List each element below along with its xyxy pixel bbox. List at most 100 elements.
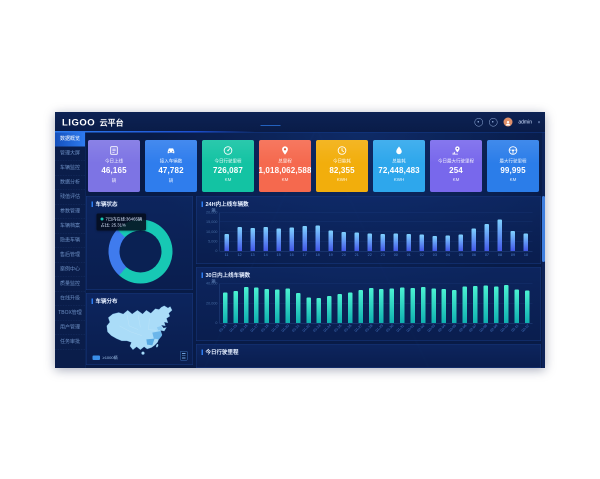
chevron-down-icon[interactable]: ▾ [537, 119, 540, 125]
bar[interactable] [380, 233, 386, 251]
bar[interactable] [368, 287, 374, 323]
province-patch [156, 325, 163, 331]
stat-card[interactable]: 最大行驶里程 99,995 KM [487, 140, 539, 192]
panel-title: 30日内上线车辆数 [201, 271, 250, 279]
bar[interactable] [525, 290, 530, 323]
stat-card[interactable]: 总能耗 72,448,483 KWH [373, 140, 425, 192]
bar[interactable] [306, 297, 311, 323]
bar[interactable] [493, 286, 499, 323]
province-patch [152, 331, 163, 340]
bar[interactable] [254, 287, 259, 323]
stat-card-unit: 辆 [168, 178, 174, 183]
bar[interactable] [510, 231, 516, 251]
sidebar-item[interactable]: 车辆档案 [55, 219, 85, 234]
bar[interactable] [458, 234, 464, 251]
bar[interactable] [263, 227, 268, 251]
bar[interactable] [250, 227, 255, 251]
map-control-icon[interactable] [180, 351, 188, 361]
sidebar-item[interactable]: 案例中心 [55, 263, 85, 277]
bar[interactable] [432, 236, 438, 251]
y-axis-tick-label: 10,000 [206, 229, 218, 234]
stat-card[interactable]: 今日最大行驶里程 254 KM [430, 140, 482, 192]
bar[interactable] [327, 295, 332, 323]
bar[interactable] [431, 288, 436, 323]
settings-icon[interactable] [488, 117, 498, 127]
china-map[interactable] [91, 304, 190, 360]
stat-card[interactable]: 今日上线 46,165 辆 [88, 140, 140, 192]
bar[interactable] [315, 225, 320, 251]
bar[interactable] [289, 227, 294, 251]
bar[interactable] [472, 285, 478, 323]
sidebar-item[interactable]: TBOX管理 [55, 306, 85, 321]
bar[interactable] [316, 297, 322, 323]
bar[interactable] [276, 228, 281, 251]
sidebar-item[interactable]: 残值评估 [55, 190, 85, 205]
bar[interactable] [393, 233, 399, 251]
stat-card[interactable]: 接入车辆数 47,782 辆 [145, 140, 197, 192]
stat-card-unit: 辆 [111, 178, 117, 183]
bar[interactable] [358, 289, 363, 323]
bar[interactable] [471, 228, 477, 251]
stat-card[interactable]: 今日能耗 82,355 KWH [316, 140, 368, 192]
sidebar-item[interactable]: 数据概览 [55, 132, 85, 147]
bar[interactable] [275, 289, 280, 323]
bar[interactable] [233, 290, 238, 323]
bar[interactable] [514, 289, 520, 323]
bar[interactable] [224, 234, 229, 251]
sidebar-item[interactable]: 用户管理 [55, 321, 85, 335]
bar[interactable] [484, 224, 490, 251]
panel-today-mileage: 今日行驶里程 [196, 344, 541, 368]
bar[interactable] [400, 287, 405, 323]
sidebar-item[interactable]: 任务审批 [55, 335, 85, 350]
bar[interactable] [389, 288, 395, 323]
bar[interactable] [441, 288, 447, 323]
scrollbar-thumb[interactable] [542, 196, 545, 262]
bar[interactable] [504, 284, 509, 323]
bar[interactable] [483, 285, 488, 323]
bar[interactable] [410, 287, 415, 323]
bar[interactable] [462, 286, 468, 323]
bar[interactable] [328, 230, 333, 251]
bar[interactable] [337, 293, 343, 323]
sidebar-item[interactable]: 数据分析 [55, 176, 85, 190]
sidebar-item[interactable]: 售后管理 [55, 248, 85, 263]
bar[interactable] [420, 286, 426, 323]
bar[interactable] [302, 225, 307, 251]
sidebar-item[interactable]: 车辆监控 [55, 161, 85, 176]
bar[interactable] [237, 226, 242, 251]
stat-card[interactable]: 今日行驶里程 726,087 KM [202, 140, 254, 192]
x-axis-tick-label: 06 [471, 252, 476, 258]
bar[interactable] [497, 219, 503, 251]
car-icon [166, 145, 177, 156]
notification-icon[interactable] [474, 117, 483, 127]
sidebar-item[interactable]: 参数管理 [55, 205, 85, 219]
bar[interactable] [419, 234, 425, 251]
bar[interactable] [406, 234, 412, 251]
sidebar-item[interactable]: 隐患车辆 [55, 234, 85, 248]
gridline [220, 283, 533, 284]
bar[interactable] [295, 292, 301, 323]
bar[interactable] [264, 288, 270, 323]
bar[interactable] [285, 288, 290, 323]
stat-card-value: 726,087 [213, 166, 243, 176]
scrollbar-track[interactable] [542, 132, 545, 368]
tooltip-series-dot [100, 217, 104, 221]
bar[interactable] [523, 233, 529, 251]
avatar[interactable] [503, 117, 513, 127]
y-axis-tick-label: 0 [215, 320, 218, 326]
bar[interactable] [452, 289, 457, 323]
bar[interactable] [341, 231, 346, 251]
panel-title-text: 车辆分布 [95, 298, 118, 305]
bar[interactable] [243, 286, 249, 323]
bar[interactable] [222, 292, 228, 323]
sidebar-item[interactable]: 管理大屏 [55, 147, 85, 161]
bar[interactable] [354, 232, 359, 251]
bar[interactable] [367, 233, 372, 251]
sidebar-item[interactable]: 质量监控 [55, 277, 85, 292]
username[interactable]: admin [518, 119, 532, 125]
stat-card[interactable]: 总里程 1,018,062,588 KM [259, 140, 311, 192]
bar[interactable] [445, 235, 451, 251]
sidebar-item[interactable]: 在线升级 [55, 292, 85, 306]
bar[interactable] [379, 288, 384, 323]
bar[interactable] [347, 292, 353, 323]
